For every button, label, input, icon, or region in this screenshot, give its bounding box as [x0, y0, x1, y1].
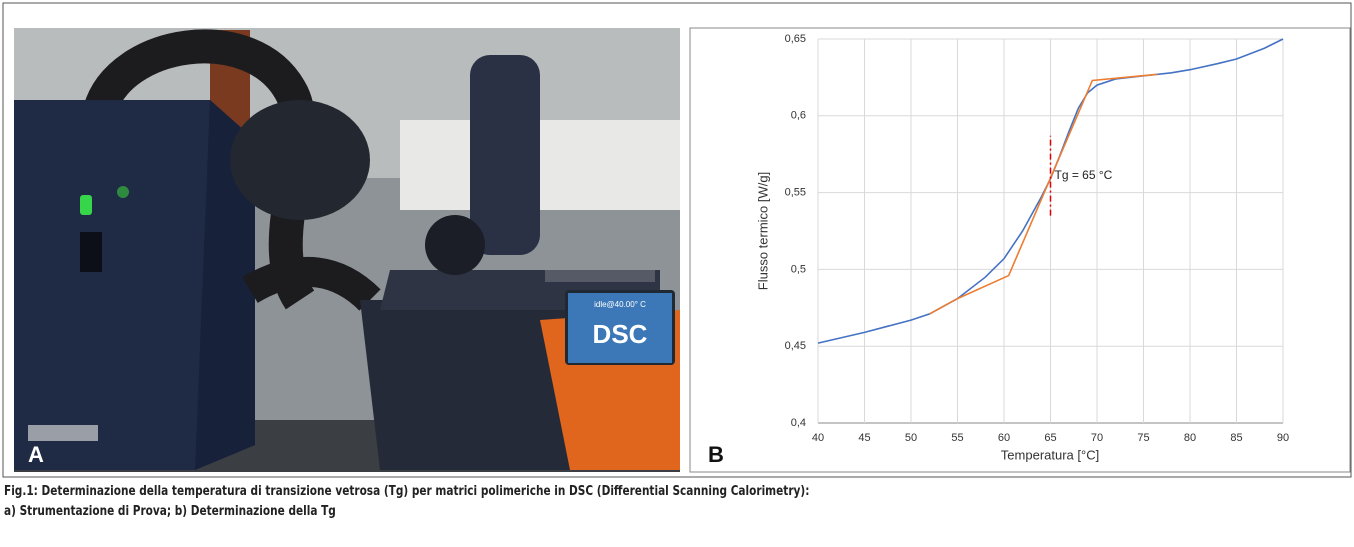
x-tick-label: 75	[1137, 432, 1149, 444]
x-tick-label: 45	[858, 432, 870, 444]
caption-line: Fig.1: Determinazione della temperatura …	[4, 483, 809, 499]
x-tick-label: 55	[951, 432, 963, 444]
y-axis-label: Flusso termico [W/g]	[755, 172, 770, 290]
y-tick-label: 0,45	[785, 340, 806, 352]
y-tick-label: 0,4	[791, 417, 806, 429]
x-tick-label: 65	[1044, 432, 1056, 444]
y-tick-label: 0,5	[791, 263, 806, 275]
x-tick-label: 85	[1230, 432, 1242, 444]
y-tick-label: 0,65	[785, 33, 806, 45]
x-tick-label: 80	[1184, 432, 1196, 444]
x-tick-label: 40	[812, 432, 824, 444]
y-tick-label: 0,55	[785, 187, 806, 199]
page: idle@40.00° C DSC A B Temperatura [°C] F…	[0, 0, 1354, 547]
x-tick-label: 60	[998, 432, 1010, 444]
x-tick-label: 70	[1091, 432, 1103, 444]
data-line	[930, 74, 1158, 314]
x-tick-label: 50	[905, 432, 917, 444]
annotation: Tg = 65 °C	[1055, 168, 1113, 182]
screen-label: DSC	[593, 319, 648, 349]
panel-label: B	[708, 442, 724, 467]
panel-label: A	[28, 442, 44, 467]
x-axis-label: Temperatura [°C]	[1001, 447, 1099, 462]
y-tick-label: 0,6	[791, 110, 806, 122]
figure: idle@40.00° C DSC A B Temperatura [°C] F…	[0, 0, 1354, 547]
screen-status: idle@40.00° C	[594, 300, 646, 309]
caption-line: a) Strumentazione di Prova; b) Determina…	[4, 503, 336, 519]
photo: idle@40.00° C DSC A	[14, 28, 680, 472]
x-tick-label: 90	[1277, 432, 1289, 444]
